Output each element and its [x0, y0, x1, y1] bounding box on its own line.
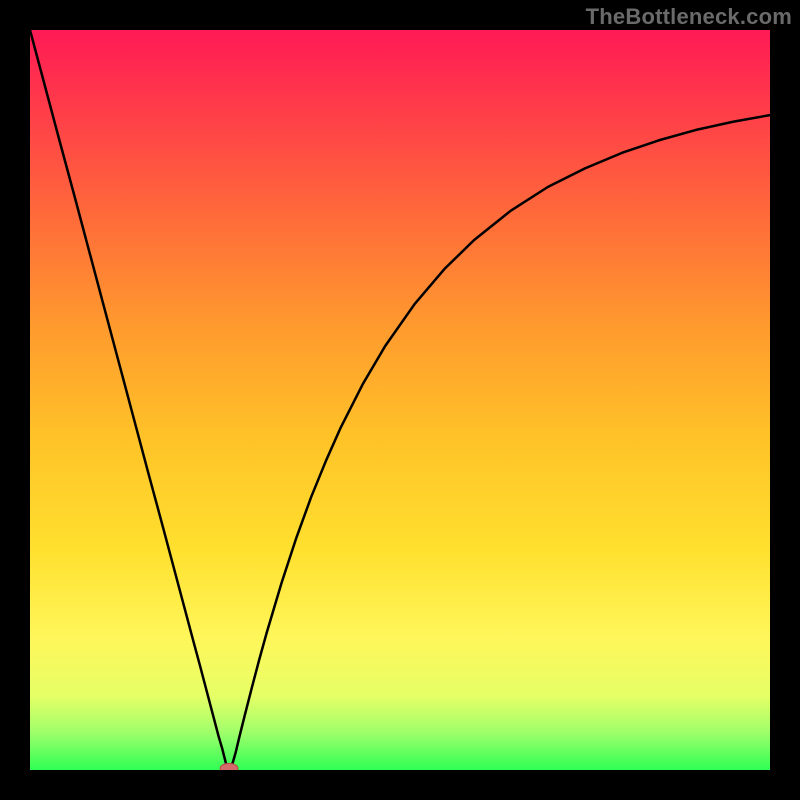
chart-frame: TheBottleneck.com [0, 0, 800, 800]
minimum-marker [220, 763, 238, 770]
watermark-text: TheBottleneck.com [586, 4, 792, 30]
plot-area [30, 30, 770, 770]
plot-svg [30, 30, 770, 770]
